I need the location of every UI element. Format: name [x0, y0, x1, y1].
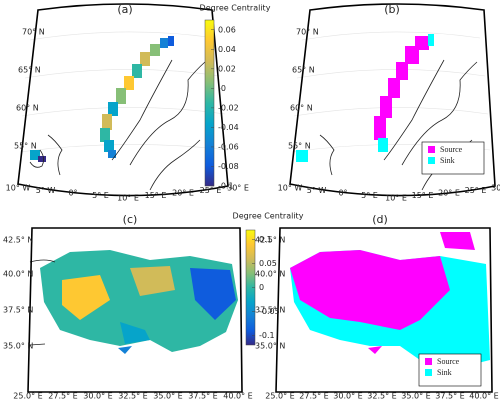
- map-a: [17, 3, 229, 197]
- colorbar-title: Degree Centrality: [233, 212, 304, 221]
- lat-label: 60° N: [16, 104, 39, 113]
- lat-label: 70° N: [22, 28, 45, 37]
- lon-label: 0°: [338, 189, 347, 198]
- lon-label: 27.5° E: [48, 392, 77, 401]
- lat-label: 40.0° N: [255, 270, 285, 279]
- lon-label: 0°: [68, 189, 77, 198]
- lon-label: 32.5° E: [367, 392, 396, 401]
- legend-label: Source: [437, 357, 460, 366]
- lon-label: 27.5° E: [299, 392, 328, 401]
- lon-label: 10° E: [385, 194, 407, 203]
- legend-swatch: [428, 146, 435, 153]
- lat-label: 42.5° N: [3, 236, 33, 245]
- lat-label: 55° N: [14, 142, 37, 151]
- lon-label: 25° E: [465, 186, 487, 195]
- lon-label: 25° E: [200, 186, 222, 195]
- lat-label: 60° N: [290, 104, 313, 113]
- lon-label: 40.0° E: [469, 392, 498, 401]
- colorbar-tick-label: 0.06: [218, 25, 236, 34]
- lon-label: 25.0° E: [13, 392, 42, 401]
- lon-label: 10° E: [117, 194, 139, 203]
- panel-label: (b): [384, 3, 400, 16]
- map-c: [27, 227, 243, 393]
- colorbar: [204, 19, 215, 187]
- lon-label: 30.0° E: [83, 392, 112, 401]
- lon-label: 25.0° E: [265, 392, 294, 401]
- pixels: [296, 34, 434, 162]
- colorbar-tick-label: -0.04: [218, 123, 239, 132]
- lon-label: 10° W: [278, 184, 303, 193]
- lat-label: 37.5° N: [3, 306, 33, 315]
- map-b: [289, 3, 496, 197]
- legend-swatch: [425, 358, 432, 365]
- legend-swatch: [428, 157, 435, 164]
- colorbar-tick-label: -0: [218, 84, 226, 93]
- lon-label: 15° E: [412, 191, 434, 200]
- lat-label: 70° N: [296, 28, 319, 37]
- colorbar-tick-label: 0.1: [259, 235, 272, 244]
- colorbar-tick-label: -0.08: [218, 162, 239, 171]
- lon-label: 35.0° E: [401, 392, 430, 401]
- lon-label: 5° E: [92, 191, 109, 200]
- colorbar-tick-label: -0.1: [218, 182, 234, 191]
- lat-label: 55° N: [288, 142, 311, 151]
- lat-label: 37.5° N: [255, 306, 285, 315]
- pixels: [30, 36, 174, 162]
- lat-label: 35.0° N: [255, 342, 285, 351]
- lon-label: 32.5° E: [118, 392, 147, 401]
- legend-swatch: [425, 369, 432, 376]
- map-d: [275, 227, 493, 393]
- colorbar-tick-label: -0.06: [218, 142, 239, 151]
- lat-label: 65° N: [292, 66, 315, 75]
- lon-label: 5° W: [36, 186, 56, 195]
- colorbar-tick-label: 0.02: [218, 64, 236, 73]
- lon-label: 30° E: [227, 184, 249, 193]
- lon-label: 15° E: [145, 191, 167, 200]
- colorbar-tick-label: -0.1: [259, 331, 275, 340]
- lat-label: 65° N: [18, 66, 41, 75]
- colorbar-tick-label: -0.02: [218, 103, 239, 112]
- lat-label: 40.0° N: [3, 270, 33, 279]
- lon-label: 35.0° E: [153, 392, 182, 401]
- lon-label: 5° E: [361, 191, 378, 200]
- colorbar-title: Degree Centrality: [200, 4, 271, 13]
- legend-label: Sink: [437, 368, 452, 377]
- lon-label: 40.0° E: [223, 392, 252, 401]
- lon-label: 10° W: [6, 184, 31, 193]
- colorbar-tick-label: 0.04: [218, 45, 236, 54]
- panel-label: (d): [372, 213, 388, 226]
- colorbar-tick-label: 0.05: [259, 259, 277, 268]
- lon-label: 20° E: [438, 189, 460, 198]
- lat-label: 42.5° N: [255, 236, 285, 245]
- colorbar-tick-label: -0.05: [259, 307, 280, 316]
- colorbar-tick-label: 0: [259, 283, 264, 292]
- lon-label: 5° W: [307, 186, 327, 195]
- panel-label: (a): [117, 3, 132, 16]
- lon-label: 37.5° E: [435, 392, 464, 401]
- lon-label: 30.0° E: [333, 392, 362, 401]
- legend-label: Source: [440, 145, 463, 154]
- lon-label: 20° E: [172, 189, 194, 198]
- panel-label: (c): [123, 213, 138, 226]
- lon-label: 30° E: [491, 184, 500, 193]
- lon-label: 37.5° E: [188, 392, 217, 401]
- lat-label: 35.0° N: [3, 342, 33, 351]
- legend-label: Sink: [440, 156, 455, 165]
